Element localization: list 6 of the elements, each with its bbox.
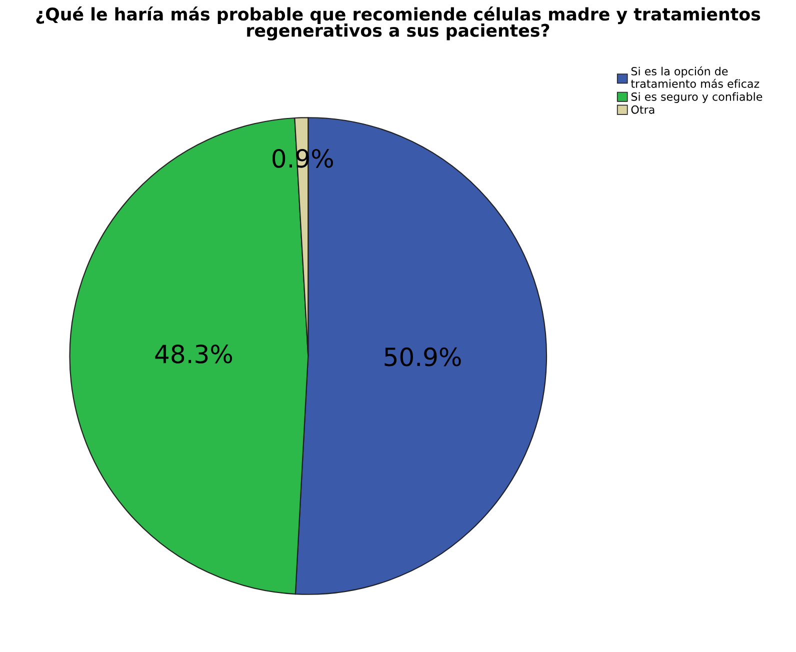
legend-label: Otra (631, 105, 654, 114)
legend-label: Si es seguro y confiable (631, 92, 762, 103)
data-label: 48.3% (155, 344, 232, 364)
data-label: 50.9% (384, 347, 461, 366)
legend-label: Si es la opción de tratamiento más eficaz (630, 66, 760, 88)
chart-title: ¿Qué le haría más probable que recomiende células madre y tratamientos regenerativos a sus pacientes? (36, 6, 760, 40)
